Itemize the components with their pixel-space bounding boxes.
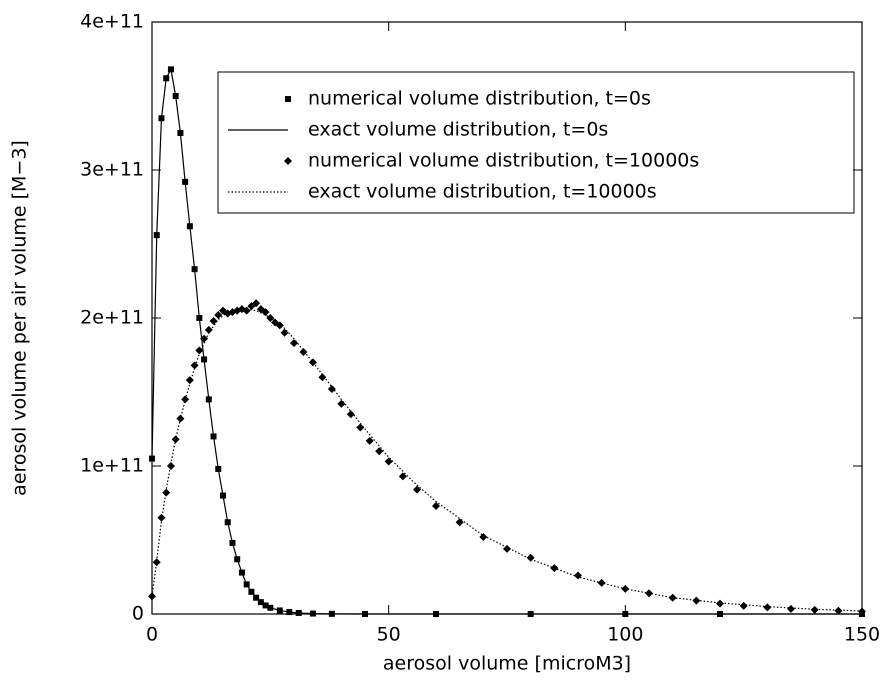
x-axis-label: aerosol volume [microM3]	[383, 653, 631, 675]
diamond-marker	[190, 361, 199, 370]
diamond-marker	[739, 601, 748, 610]
diamond-marker	[365, 436, 374, 445]
diamond-marker	[299, 348, 308, 357]
diamond-marker	[214, 311, 223, 320]
diamond-marker	[318, 373, 327, 382]
diamond-marker	[166, 462, 175, 470]
diamond-marker	[716, 599, 724, 608]
diamond-marker	[810, 605, 819, 614]
diamond-marker	[157, 513, 166, 522]
legend-label: exact volume distribution, t=10000s	[308, 181, 657, 203]
diamond-marker	[327, 385, 336, 394]
x-tick-label: 100	[607, 624, 643, 646]
x-tick-label: 50	[377, 624, 401, 646]
series-line	[151, 67, 862, 615]
y-tick-label: 2e+11	[80, 307, 144, 329]
y-tick-label: 3e+11	[80, 159, 144, 181]
legend-marker	[285, 96, 291, 102]
diamond-marker	[763, 603, 772, 612]
diamond-marker	[479, 533, 488, 542]
diamond-marker	[337, 399, 346, 408]
legend-label: numerical volume distribution, t=0s	[308, 88, 651, 110]
diamond-marker	[185, 376, 194, 385]
diamond-marker	[200, 334, 209, 343]
diamond-marker	[574, 571, 582, 580]
diamond-marker	[162, 488, 171, 497]
diamond-marker	[526, 553, 535, 562]
legend-box	[217, 71, 855, 214]
diamond-marker	[346, 410, 355, 419]
diamond-marker	[204, 325, 213, 334]
diamond-marker	[455, 518, 464, 527]
x-tick-label: 0	[146, 624, 158, 646]
legend-label: numerical volume distribution, t=10000s	[308, 150, 699, 172]
legend-marker	[284, 157, 292, 165]
legend-label: exact volume distribution, t=0s	[308, 119, 608, 141]
diamond-marker	[280, 328, 289, 337]
series-line	[151, 308, 863, 612]
diamond-marker	[152, 558, 161, 567]
diamond-marker	[356, 423, 365, 432]
diamond-marker	[503, 544, 511, 553]
y-tick-label: 4e+11	[80, 11, 144, 33]
diamond-marker	[787, 604, 795, 613]
y-axis-label: aerosol volume per air volume [M−3]	[9, 140, 31, 496]
diamond-marker	[413, 485, 422, 494]
diamond-marker	[432, 501, 440, 510]
diamond-marker	[290, 339, 298, 348]
y-tick-label: 0	[132, 603, 144, 625]
y-tick-label: 1e+11	[80, 455, 144, 477]
diamond-marker	[858, 607, 866, 616]
diamond-marker	[209, 316, 218, 325]
diamond-marker	[375, 447, 384, 456]
diamond-marker	[692, 596, 701, 605]
diamond-marker	[834, 606, 843, 615]
diamond-marker	[384, 457, 393, 466]
diamond-marker	[275, 321, 284, 330]
diamond-marker	[252, 299, 261, 308]
diamond-marker	[398, 472, 407, 481]
x-tick-label: 150	[844, 624, 880, 646]
